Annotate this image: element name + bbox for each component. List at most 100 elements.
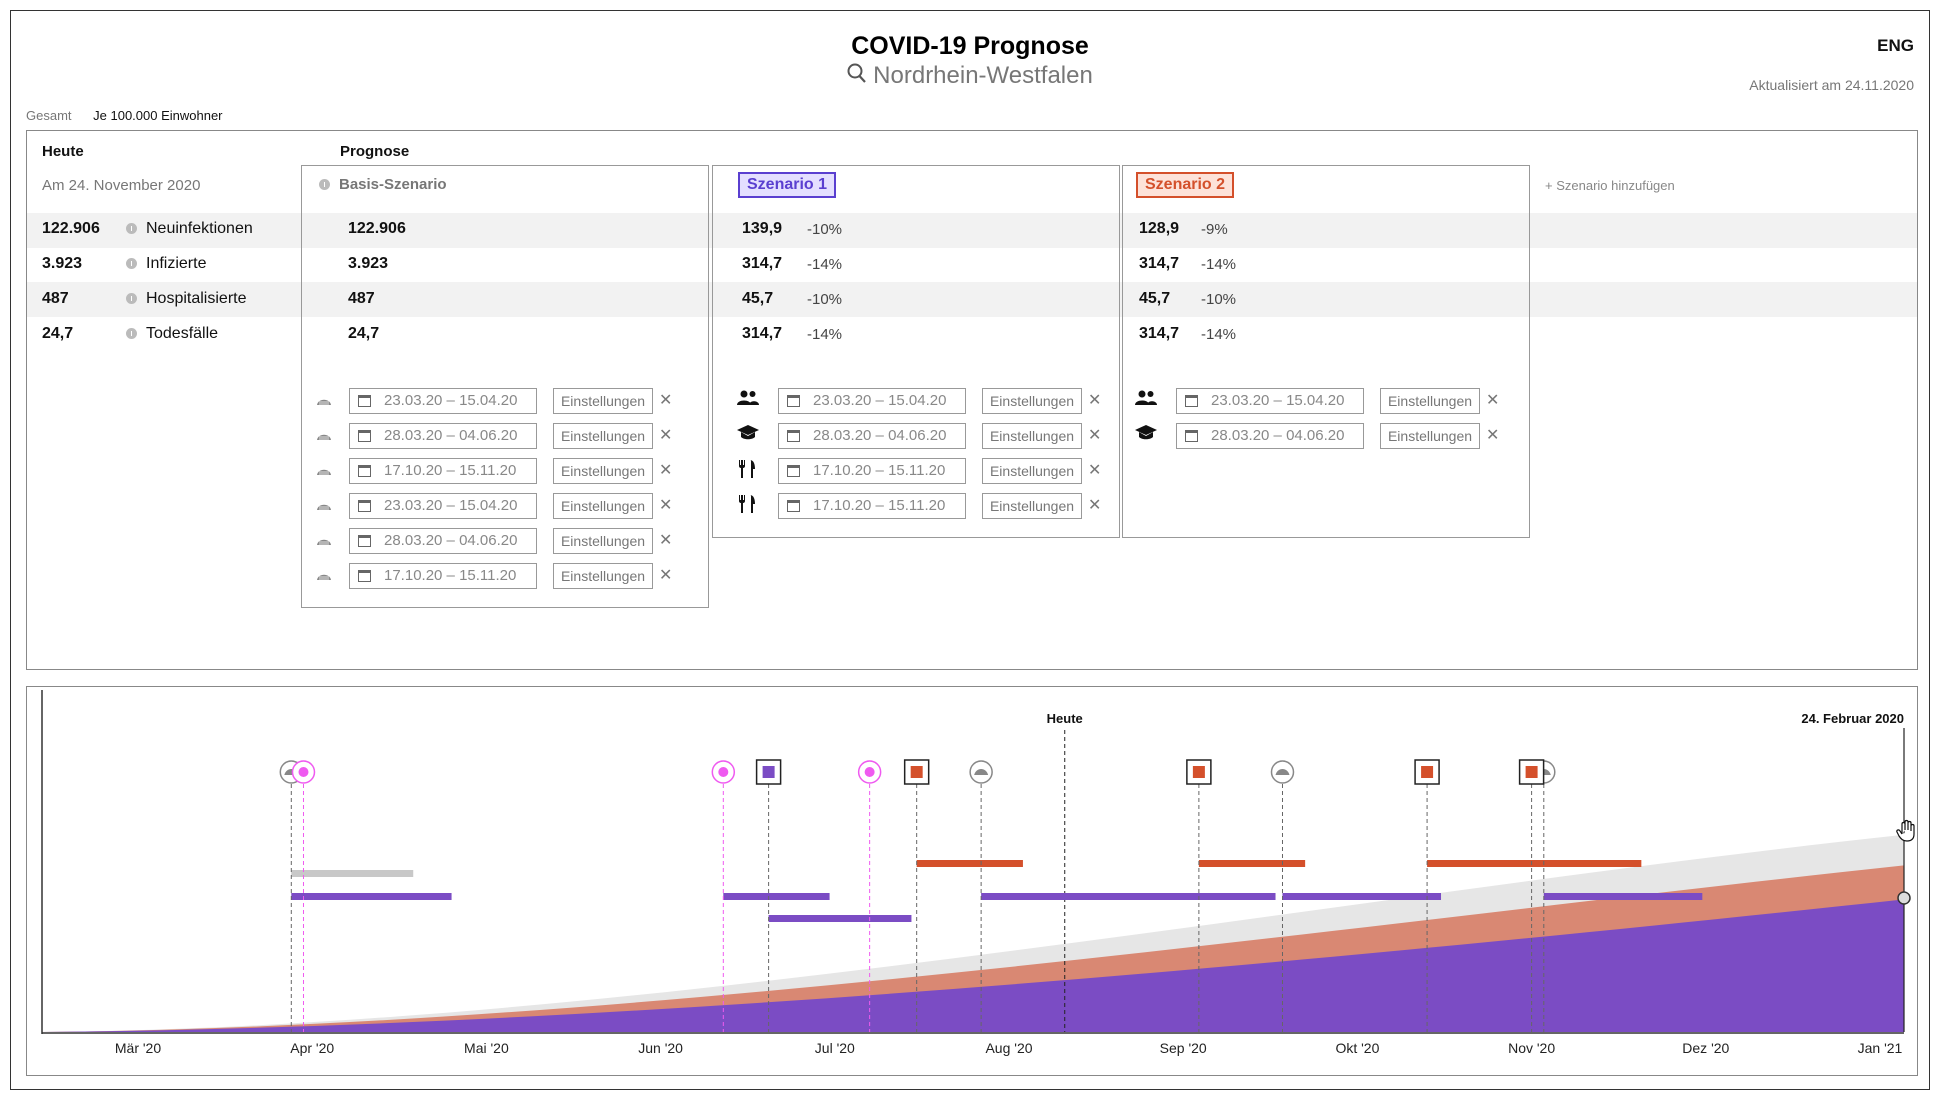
month-tick-label: Jun '20 xyxy=(638,1040,683,1056)
remove-icon[interactable]: ✕ xyxy=(659,462,673,479)
scenario1-measure-bar[interactable] xyxy=(981,893,1276,900)
mask-icon xyxy=(316,464,332,482)
settings-button[interactable]: Einstellungen xyxy=(553,528,653,554)
settings-button[interactable]: Einstellungen xyxy=(553,458,653,484)
info-icon[interactable] xyxy=(319,179,330,190)
unit-per100k[interactable]: Je 100.000 Einwohner xyxy=(93,108,223,123)
remove-icon[interactable]: ✕ xyxy=(659,392,673,409)
date-range-field[interactable]: 23.03.20 – 15.04.20 xyxy=(1176,388,1364,414)
mask-icon xyxy=(316,429,332,447)
date-range-field[interactable]: 23.03.20 – 15.04.20 xyxy=(778,388,966,414)
language-toggle[interactable]: ENG xyxy=(1877,36,1914,55)
date-range-field[interactable]: 23.03.20 – 15.04.20 xyxy=(349,493,537,519)
date-range-field[interactable]: 23.03.20 – 15.04.20 xyxy=(349,388,537,414)
settings-button[interactable]: Einstellungen xyxy=(982,458,1082,484)
month-tick-label: Dez '20 xyxy=(1682,1040,1729,1056)
scenario2-measure-bar[interactable] xyxy=(1427,860,1642,867)
base-measure-row: 23.03.20 – 15.04.20 Einstellungen ✕ xyxy=(316,388,696,414)
unit-total[interactable]: Gesamt xyxy=(26,108,72,123)
remove-icon[interactable]: ✕ xyxy=(659,427,673,444)
scenario1-measure-bar[interactable] xyxy=(723,893,830,900)
date-range-text: 17.10.20 – 15.11.20 xyxy=(384,462,517,479)
date-range-field[interactable]: 28.03.20 – 04.06.20 xyxy=(349,423,537,449)
date-range-text: 17.10.20 – 15.11.20 xyxy=(813,497,946,514)
remove-icon[interactable]: ✕ xyxy=(1486,427,1500,444)
date-range-text: 23.03.20 – 15.04.20 xyxy=(813,392,947,409)
date-range-field[interactable]: 17.10.20 – 15.11.20 xyxy=(349,458,537,484)
scenario2-badge[interactable]: Szenario 2 xyxy=(1136,172,1235,198)
scenario1-measure-row: 28.03.20 – 04.06.20 Einstellungen ✕ xyxy=(736,423,1116,449)
region-name[interactable]: Nordrhein-Westfalen xyxy=(873,62,1093,89)
metric-label-new-infections: Neuinfektionen xyxy=(146,220,253,237)
date-range-field[interactable]: 28.03.20 – 04.06.20 xyxy=(349,528,537,554)
graduation-cap-icon xyxy=(736,424,760,447)
info-icon[interactable] xyxy=(126,328,137,339)
date-range-field[interactable]: 17.10.20 – 15.11.20 xyxy=(778,458,966,484)
date-range-field[interactable]: 28.03.20 – 04.06.20 xyxy=(1176,423,1364,449)
info-icon[interactable] xyxy=(126,223,137,234)
scenario-marker-fill xyxy=(910,766,923,778)
add-scenario-button[interactable]: + Szenario hinzufügen xyxy=(1545,178,1675,193)
settings-button[interactable]: Einstellungen xyxy=(982,423,1082,449)
remove-icon[interactable]: ✕ xyxy=(1486,392,1500,409)
remove-icon[interactable]: ✕ xyxy=(1088,462,1102,479)
calendar-icon xyxy=(787,395,800,407)
scenario1-measure-row: 23.03.20 – 15.04.20 Einstellungen ✕ xyxy=(736,388,1116,414)
remove-icon[interactable]: ✕ xyxy=(1088,497,1102,514)
settings-button[interactable]: Einstellungen xyxy=(1380,423,1480,449)
scenario1-measure-bar[interactable] xyxy=(291,893,452,900)
scenario1-measure-row: 17.10.20 – 15.11.20 Einstellungen ✕ xyxy=(736,493,1116,519)
date-range-field[interactable]: 17.10.20 – 15.11.20 xyxy=(349,563,537,589)
mask-icon xyxy=(1275,769,1290,775)
settings-button[interactable]: Einstellungen xyxy=(553,388,653,414)
remove-icon[interactable]: ✕ xyxy=(1088,392,1102,409)
drag-handle[interactable] xyxy=(1897,891,1911,905)
info-icon[interactable] xyxy=(126,258,137,269)
calendar-icon xyxy=(1185,395,1198,407)
calendar-icon xyxy=(1185,430,1198,442)
search-icon[interactable] xyxy=(847,63,867,85)
settings-button[interactable]: Einstellungen xyxy=(553,423,653,449)
scenario-marker-fill xyxy=(1421,766,1434,778)
mask-icon xyxy=(974,769,989,775)
calendar-icon xyxy=(358,465,371,477)
date-range-field[interactable]: 17.10.20 – 15.11.20 xyxy=(778,493,966,519)
month-tick-label: Jul '20 xyxy=(815,1040,855,1056)
hand-cursor-icon xyxy=(1896,819,1915,842)
settings-button[interactable]: Einstellungen xyxy=(982,493,1082,519)
page-title: COVID-19 Prognose xyxy=(851,32,1089,60)
scenario2-value: 314,7 xyxy=(1139,255,1180,272)
settings-button[interactable]: Einstellungen xyxy=(553,563,653,589)
remove-icon[interactable]: ✕ xyxy=(659,532,673,549)
people-icon xyxy=(736,389,760,412)
date-range-field[interactable]: 28.03.20 – 04.06.20 xyxy=(778,423,966,449)
scenario1-measure-bar[interactable] xyxy=(1543,893,1703,900)
scenario1-value: 45,7 xyxy=(742,290,774,307)
app-frame xyxy=(10,10,1930,1090)
month-tick-label: Mär '20 xyxy=(115,1040,161,1056)
settings-button[interactable]: Einstellungen xyxy=(553,493,653,519)
base-measure-bar[interactable] xyxy=(291,870,414,877)
scenario1-measure-bar[interactable] xyxy=(768,915,912,922)
today-value-infected: 3.923 xyxy=(42,255,83,272)
info-icon[interactable] xyxy=(126,293,137,304)
date-range-text: 28.03.20 – 04.06.20 xyxy=(813,427,947,444)
settings-button[interactable]: Einstellungen xyxy=(982,388,1082,414)
remove-icon[interactable]: ✕ xyxy=(659,497,673,514)
scenario1-value: 314,7 xyxy=(742,325,783,342)
scenario2-measure-bar[interactable] xyxy=(916,860,1023,867)
base-value-infected: 3.923 xyxy=(348,255,389,272)
mask-icon xyxy=(316,394,332,412)
scenario2-measure-bar[interactable] xyxy=(1198,860,1306,867)
unit-toggle: Gesamt Je 100.000 Einwohner xyxy=(26,108,223,123)
remove-icon[interactable]: ✕ xyxy=(1088,427,1102,444)
today-date: Am 24. November 2020 xyxy=(42,177,201,194)
settings-button[interactable]: Einstellungen xyxy=(1380,388,1480,414)
scenario-marker-fill xyxy=(1525,766,1538,778)
remove-icon[interactable]: ✕ xyxy=(659,567,673,584)
region-selector[interactable]: Nordrhein-Westfalen xyxy=(0,62,1940,90)
scenario1-measure-bar[interactable] xyxy=(1282,893,1442,900)
scenario1-badge[interactable]: Szenario 1 xyxy=(738,172,837,198)
mask-icon xyxy=(316,569,332,587)
